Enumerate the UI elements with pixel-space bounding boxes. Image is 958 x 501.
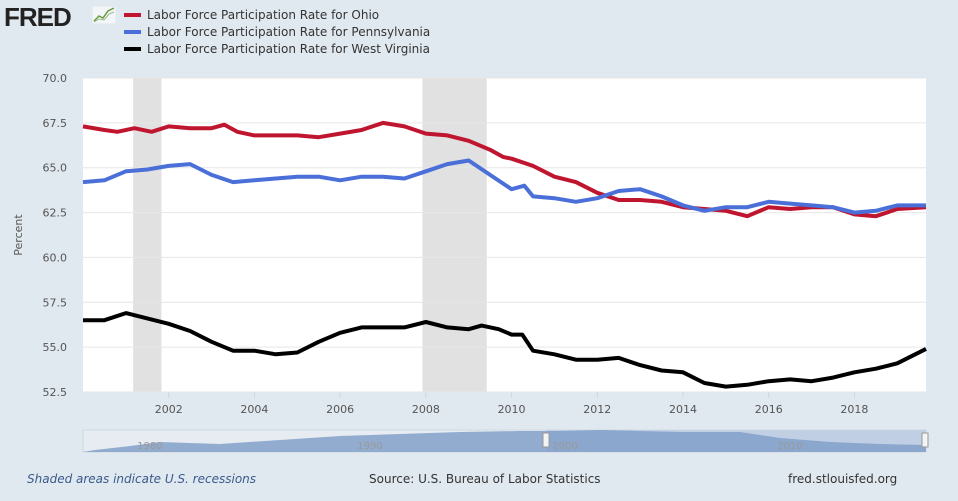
legend-swatch xyxy=(124,46,141,51)
x-tick-label: 2016 xyxy=(755,403,783,416)
y-tick-label: 57.5 xyxy=(43,296,68,309)
navigator-label: 1990 xyxy=(357,441,382,452)
x-tick-label: 2010 xyxy=(498,403,526,416)
legend-label: Labor Force Participation Rate for West … xyxy=(147,41,430,56)
legend-swatch xyxy=(124,29,141,34)
source-text: Source: U.S. Bureau of Labor Statistics xyxy=(369,472,601,486)
y-axis-label: Percent xyxy=(12,214,25,256)
y-tick-label: 52.5 xyxy=(43,386,68,399)
y-tick-label: 55.0 xyxy=(43,341,68,354)
series-line-0 xyxy=(82,120,927,219)
x-tick-label: 2012 xyxy=(583,403,611,416)
y-tick-label: 62.5 xyxy=(43,207,68,220)
plot-background xyxy=(83,78,926,392)
fred-url-link[interactable]: fred.stlouisfed.org xyxy=(788,472,898,486)
chart-line-icon xyxy=(92,6,116,24)
x-tick-label: 2008 xyxy=(412,403,440,416)
recession-note: Shaded areas indicate U.S. recessions xyxy=(27,472,257,486)
navigator-handle-left[interactable] xyxy=(542,432,550,448)
x-tick-label: 2002 xyxy=(155,403,183,416)
recession-band xyxy=(133,78,162,392)
y-tick-label: 67.5 xyxy=(43,117,68,130)
navigator-series xyxy=(83,430,926,452)
navigator-handle-right[interactable] xyxy=(921,432,929,448)
x-tick-label: 2006 xyxy=(326,403,354,416)
legend-item[interactable]: Labor Force Participation Rate for Ohio xyxy=(124,6,430,23)
navigator-label: 1980 xyxy=(137,441,162,452)
x-tick-label: 2004 xyxy=(240,403,268,416)
legend-label: Labor Force Participation Rate for Penns… xyxy=(147,24,431,39)
recession-band xyxy=(422,78,487,392)
navigator-label: 2000 xyxy=(552,441,577,452)
x-tick-label: 2014 xyxy=(669,403,697,416)
chart-legend: Labor Force Participation Rate for Ohio L… xyxy=(124,6,430,57)
legend-item[interactable]: Labor Force Participation Rate for Penns… xyxy=(124,23,430,40)
legend-label: Labor Force Participation Rate for Ohio xyxy=(147,7,380,22)
chart-area: 52.5 55.0 57.5 60.0 62.5 65.0 67.5 70.0 2002 2004… xyxy=(12,72,929,453)
series-line-1 xyxy=(82,158,926,215)
fred-logo[interactable]: FRED xyxy=(4,2,72,32)
series-line-2 xyxy=(83,311,927,389)
y-tick-label: 70.0 xyxy=(43,72,68,85)
y-tick-label: 65.0 xyxy=(43,162,68,175)
legend-swatch xyxy=(124,12,141,17)
navigator-label: 2010 xyxy=(777,441,802,452)
legend-item[interactable]: Labor Force Participation Rate for West … xyxy=(124,40,430,57)
x-tick-label: 2018 xyxy=(840,403,868,416)
y-tick-label: 60.0 xyxy=(43,251,68,264)
